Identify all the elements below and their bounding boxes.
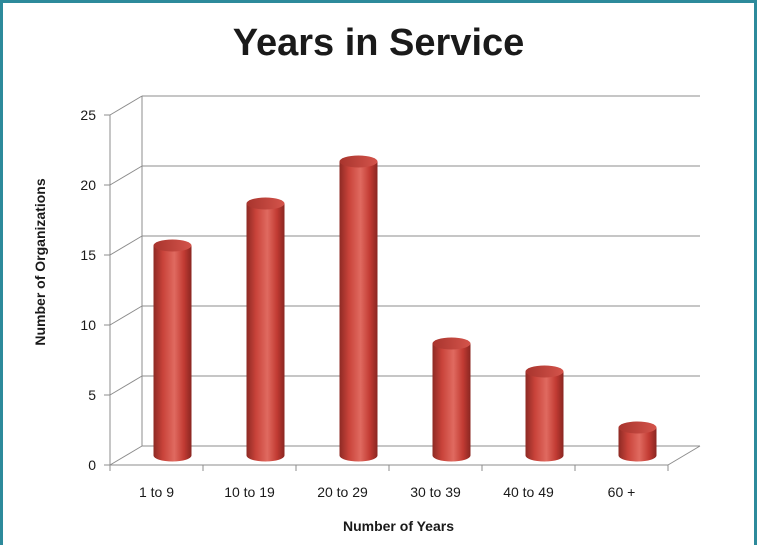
bar-4 (525, 365, 564, 462)
bar-top (525, 365, 564, 378)
bar-top (246, 197, 285, 210)
gridline-diagonal (109, 165, 143, 186)
bar-body (246, 203, 285, 462)
bar-top (153, 239, 192, 252)
bar-body (432, 343, 471, 462)
bar-body (153, 245, 192, 462)
y-tick-label: 5 (88, 387, 96, 403)
y-tick-label: 25 (80, 107, 96, 123)
x-tick-label: 30 to 39 (410, 484, 461, 500)
x-tick-label: 10 to 19 (224, 484, 275, 500)
gridline-diagonal (109, 305, 143, 326)
gridline-diagonal (109, 95, 143, 116)
gridline-diagonal (109, 445, 143, 466)
floor-right-edge (667, 445, 701, 466)
y-tick-label: 0 (88, 457, 96, 473)
bar-3 (432, 337, 471, 462)
bar-1 (246, 197, 285, 462)
y-tick-label: 20 (80, 177, 96, 193)
bar-0 (153, 239, 192, 462)
chart-title: Years in Service (232, 22, 525, 64)
x-axis-label: Number of Years (342, 518, 454, 534)
bar-body (525, 371, 564, 462)
gridline-diagonal (109, 375, 143, 396)
x-tick-label: 40 to 49 (503, 484, 554, 500)
bar-body (339, 161, 378, 462)
bar-top (339, 155, 378, 168)
x-tick-label: 60 + (608, 484, 636, 500)
bar-top (432, 337, 471, 350)
bar-5 (618, 421, 657, 462)
bar-2 (339, 155, 378, 462)
gridline-diagonal (109, 235, 143, 256)
bar-body (618, 427, 657, 462)
bar-top (618, 421, 657, 434)
y-tick-label: 15 (80, 247, 96, 263)
x-tick-label: 20 to 29 (317, 484, 368, 500)
x-tick-label: 1 to 9 (139, 484, 174, 500)
y-tick-label: 10 (80, 317, 96, 333)
